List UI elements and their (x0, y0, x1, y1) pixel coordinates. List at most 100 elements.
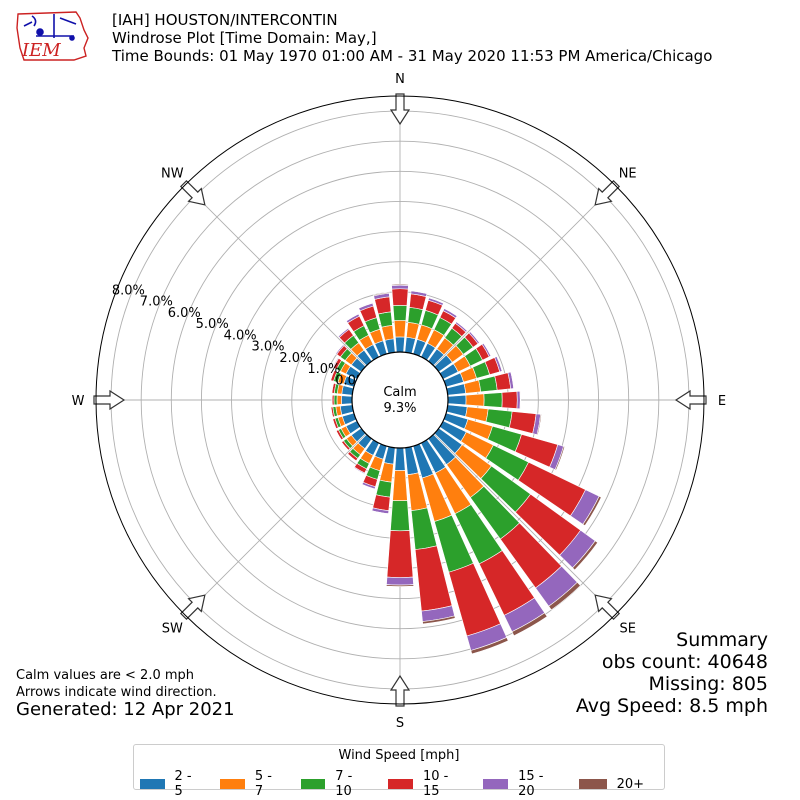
windrose-bar-segment (443, 307, 458, 317)
legend-item: 2 - 5 (140, 769, 200, 799)
windrose-bar-segment (341, 395, 353, 405)
windrose-bar-segment (336, 395, 342, 405)
windrose-bar-segment (391, 283, 409, 286)
windrose-bar-segment (510, 371, 515, 389)
outer-ring (95, 95, 705, 705)
windrose-bar-segment (554, 445, 566, 471)
grid-spoke (433, 433, 616, 616)
compass-label: W (72, 394, 85, 409)
windrose-bar-segment (361, 484, 376, 490)
windrose-bar-segment (391, 288, 409, 306)
iem-logo: IEM (16, 11, 89, 61)
summary-title: Summary (676, 629, 768, 651)
legend: Wind Speed [mph] 2 - 5 5 - 7 7 - 10 10 - 15… (133, 744, 665, 799)
windrose-bar-segment (373, 291, 390, 297)
direction-arrow-icon (179, 179, 206, 206)
windrose-bar-segment (447, 394, 467, 406)
direction-arrow-icon (389, 93, 411, 126)
windrose-bar-segment (465, 393, 485, 407)
legend-label: 7 - 10 (335, 769, 353, 799)
windrose-bar-segment (374, 296, 392, 315)
compass-label: N (395, 72, 405, 87)
time-bounds: Time Bounds: 01 May 1970 01:00 AM - 31 M… (112, 47, 713, 65)
windrose-bar-segment (422, 615, 456, 625)
legend-label: 2 - 5 (174, 769, 192, 799)
compass-label: E (718, 394, 726, 409)
compass-label: SE (619, 622, 635, 637)
windrose-bar-segment (386, 530, 414, 578)
windrose-bar-segment (371, 510, 389, 515)
legend-item: 20+ (578, 769, 644, 799)
windrose-bar-segment (375, 479, 392, 498)
windrose-bar-segment (395, 336, 405, 353)
legend-swatch (483, 779, 509, 789)
windrose-bar-segment (333, 394, 338, 406)
windrose-bar-segment (330, 406, 334, 418)
legend-title: Wind Speed [mph] (338, 748, 460, 763)
generated-date: Generated: 12 Apr 2021 (16, 699, 235, 720)
windrose-bar-segment (478, 375, 498, 393)
windrose-bar-segment (346, 453, 357, 463)
windrose-bar-segment (469, 331, 481, 344)
direction-arrow-icon (674, 389, 707, 411)
legend-swatch (300, 779, 326, 789)
windrose-bar-segment (386, 576, 414, 586)
radial-tick-label: 4.0% (224, 328, 257, 343)
windrose-bar-segment (572, 540, 599, 571)
legend-item: 15 - 20 (483, 769, 558, 799)
legend-item: 7 - 10 (300, 769, 369, 799)
windrose-bar-segment (508, 411, 537, 434)
obs-count: obs count: 40648 (601, 651, 768, 673)
radial-tick-label: 1.0% (307, 362, 340, 377)
windrose-bar-segment (582, 495, 602, 527)
windrose-bar-segment (511, 612, 548, 637)
windrose-bar-segment (331, 357, 339, 368)
windrose-bar-segment (392, 470, 408, 502)
legend-swatch (140, 779, 165, 789)
windrose-bar-segment (353, 467, 365, 475)
windrose-bar-segment (428, 296, 445, 304)
windrose-bars (329, 283, 602, 655)
windrose-bar-segment (470, 637, 509, 655)
calm-circle (351, 351, 449, 449)
weather-station-icon (23, 14, 77, 41)
legend-label: 20+ (616, 776, 644, 792)
radial-tick-label: 3.0% (251, 340, 284, 355)
windrose-bar-segment (548, 581, 581, 611)
radial-tick-label: 6.0% (168, 306, 201, 321)
windrose-bar-segment (345, 312, 359, 322)
compass-label: NE (619, 166, 637, 181)
windrose-bar-segment (456, 321, 468, 332)
windrose-bar-segment (392, 305, 408, 321)
legend-items: 2 - 5 5 - 7 7 - 10 10 - 15 15 - 20 20+ (140, 769, 664, 799)
arrow-note: Arrows indicate wind direction. (16, 685, 217, 700)
summary-block: Summary obs count: 40648 Missing: 805 Av… (576, 629, 768, 717)
windrose-bar-segment (381, 324, 395, 341)
windrose-bar-segment (340, 441, 349, 452)
compass-label: NW (161, 166, 184, 181)
windrose-bar-segment (331, 418, 337, 430)
legend-label: 5 - 7 (254, 769, 272, 799)
windrose-bar-segment (496, 355, 503, 372)
grid-spoke (433, 184, 616, 367)
windrose-bar-segment (386, 584, 414, 587)
legend-label: 15 - 20 (518, 769, 544, 799)
windrose-bar-segment (358, 302, 373, 309)
grid-spoke (184, 433, 367, 616)
windrose-bar-segment (394, 447, 406, 471)
windrose-bar-segment (501, 391, 518, 409)
legend-label: 10 - 15 (422, 769, 449, 799)
direction-arrows: N NE E SE S SW W NW (72, 72, 727, 731)
radial-tick-label: 5.0% (196, 317, 229, 332)
windrose-bar-segment (407, 306, 424, 325)
windrose-bar-segment (483, 342, 492, 357)
windrose-bar-segment (337, 327, 349, 337)
windrose-bar-segment (330, 382, 334, 394)
windrose-bar-segment (377, 311, 393, 328)
windrose-bar-segment (536, 413, 542, 436)
windrose-bar-segment (519, 390, 522, 410)
legend-item: 5 - 7 (220, 769, 280, 799)
windrose-bar-segment (335, 344, 344, 355)
compass-label: S (396, 716, 404, 731)
